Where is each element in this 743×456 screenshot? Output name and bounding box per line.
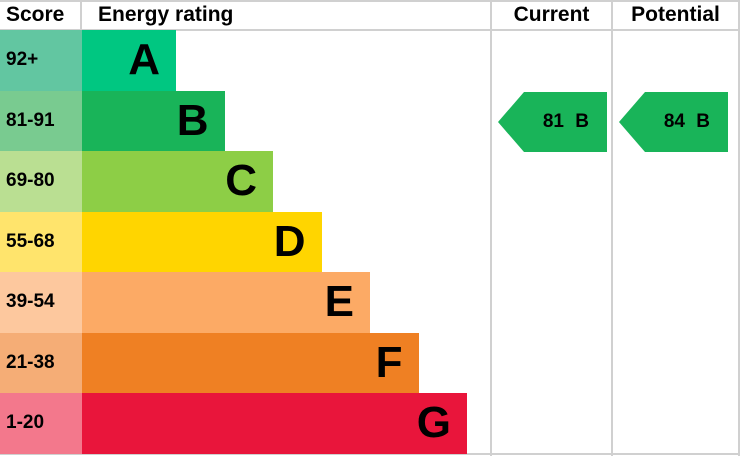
arrow-shape	[619, 91, 728, 152]
score-range-f: 21-38	[0, 332, 82, 393]
band-bar-f: F	[82, 332, 419, 393]
score-range-c: 69-80	[0, 151, 82, 212]
band-bar-c: C	[82, 151, 273, 212]
band-bar-b: B	[82, 90, 225, 151]
score-range-d: 55-68	[0, 211, 82, 272]
arrow-shape	[498, 91, 607, 152]
divider	[0, 29, 740, 31]
potential-header: Potential	[631, 3, 720, 26]
divider	[490, 0, 492, 456]
current-rating-label: 81 B	[542, 110, 589, 132]
score-range-b: 81-91	[0, 90, 82, 151]
divider	[611, 0, 613, 456]
current-rating-pointer: 81 B	[498, 91, 607, 152]
potential-rating-label: 84 B	[663, 110, 710, 132]
divider	[738, 0, 740, 456]
score-header: Score	[6, 3, 65, 26]
score-range-g: 1-20	[0, 393, 82, 454]
divider	[0, 453, 740, 455]
current-header: Current	[513, 3, 590, 26]
divider	[0, 0, 740, 2]
energy-rating-header: Energy rating	[98, 3, 234, 26]
divider	[80, 0, 82, 30]
band-bar-g: G	[82, 393, 467, 454]
band-bar-e: E	[82, 272, 370, 333]
band-bar-a: A	[82, 30, 176, 91]
potential-rating-pointer: 84 B	[619, 91, 728, 152]
score-range-e: 39-54	[0, 272, 82, 333]
score-range-a: 92+	[0, 30, 82, 91]
band-bar-d: D	[82, 211, 322, 272]
